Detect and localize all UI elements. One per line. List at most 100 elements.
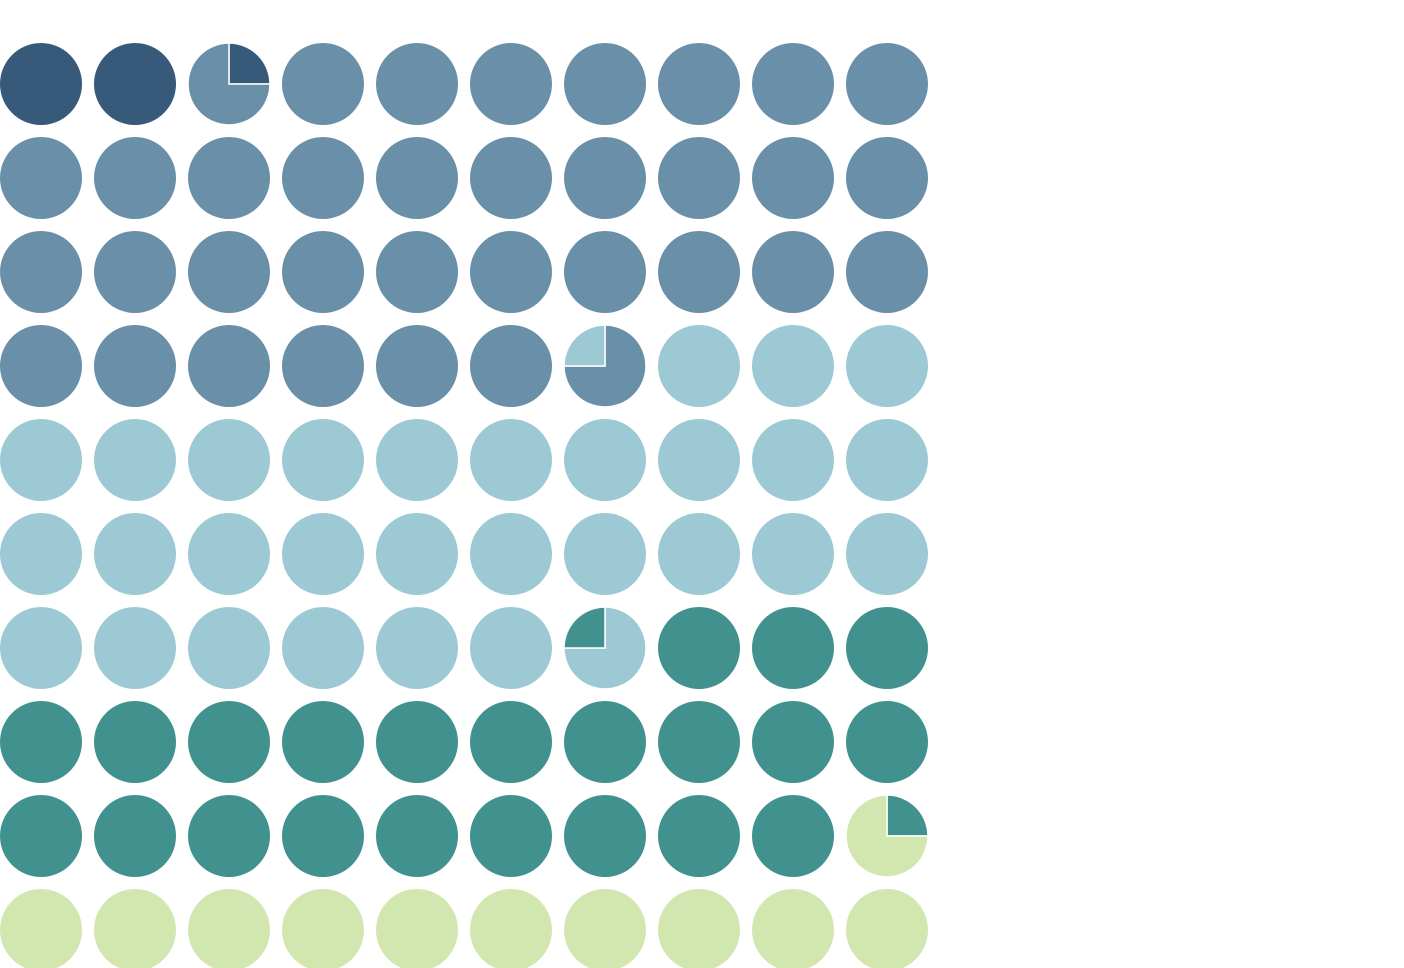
waffle-cell-series-4: [564, 795, 646, 877]
waffle-cell-series-3: [846, 325, 928, 407]
waffle-cell-series-3: [376, 513, 458, 595]
waffle-cell-series-3: [564, 419, 646, 501]
waffle-cell-series-2: [376, 325, 458, 407]
waffle-cell-series-3: [658, 419, 740, 501]
waffle-cell-series-5: [470, 889, 552, 968]
waffle-cell-series-2: [0, 325, 82, 407]
waffle-cell-series-2: [94, 325, 176, 407]
waffle-cell-series-2: [752, 137, 834, 219]
waffle-cell-series-3: [376, 607, 458, 689]
waffle-cell-series-4: [563, 606, 606, 649]
waffle-cell-series-5: [94, 889, 176, 968]
waffle-cell-series-2: [282, 325, 364, 407]
waffle-cell-series-1: [228, 42, 271, 85]
waffle-cell-series-2: [94, 231, 176, 313]
waffle-cell-series-5: [752, 889, 834, 968]
waffle-cell-series-3: [752, 419, 834, 501]
waffle-cell-series-4: [188, 795, 270, 877]
waffle-cell-series-2: [470, 231, 552, 313]
waffle-cell-series-3: [188, 513, 270, 595]
waffle-cell-series-3: [94, 607, 176, 689]
waffle-cell-series-2: [658, 137, 740, 219]
waffle-cell-series-3: [563, 606, 647, 690]
waffle-cell-series-3: [282, 513, 364, 595]
waffle-cell-series-4: [752, 701, 834, 783]
waffle-cell-series-3: [0, 607, 82, 689]
waffle-cell-series-3: [564, 513, 646, 595]
waffle-cell-series-5: [188, 889, 270, 968]
waffle-cell-series-3: [94, 513, 176, 595]
waffle-cell-series-2: [846, 137, 928, 219]
waffle-cell-series-4: [658, 701, 740, 783]
waffle-cell-series-5: [0, 889, 82, 968]
waffle-cell-series-2: [752, 231, 834, 313]
waffle-cell-series-3: [658, 325, 740, 407]
waffle-cell-series-4: [282, 795, 364, 877]
waffle-cell-series-2: [282, 231, 364, 313]
waffle-cell-series-3: [94, 419, 176, 501]
waffle-cell-series-2: [282, 43, 364, 125]
waffle-cell-series-1: [94, 43, 176, 125]
waffle-cell-series-2: [0, 231, 82, 313]
waffle-cell-series-4: [886, 794, 929, 837]
waffle-cell-series-2: [470, 43, 552, 125]
waffle-cell-series-4: [94, 701, 176, 783]
waffle-cell-series-3: [470, 513, 552, 595]
waffle-cell-series-5: [564, 889, 646, 968]
waffle-cell-series-2: [563, 324, 647, 408]
waffle-cell-series-4: [564, 701, 646, 783]
waffle-cell-series-2: [564, 137, 646, 219]
waffle-cell-series-2: [188, 137, 270, 219]
waffle-cell-series-2: [376, 137, 458, 219]
waffle-cell-series-4: [752, 607, 834, 689]
waffle-cell-series-3: [188, 607, 270, 689]
waffle-cell-series-4: [0, 701, 82, 783]
waffle-cell-series-4: [0, 795, 82, 877]
waffle-cell-series-3: [658, 513, 740, 595]
waffle-cell-series-2: [846, 43, 928, 125]
waffle-cell-series-4: [752, 795, 834, 877]
waffle-cell-series-2: [94, 137, 176, 219]
waffle-cell-series-3: [376, 419, 458, 501]
waffle-cell-series-4: [188, 701, 270, 783]
waffle-cell-series-2: [564, 231, 646, 313]
waffle-cell-series-4: [846, 607, 928, 689]
waffle-cell-series-2: [564, 43, 646, 125]
waffle-cell-series-3: [563, 324, 606, 367]
waffle-cell-series-3: [470, 607, 552, 689]
waffle-cell-series-2: [188, 325, 270, 407]
waffle-cell-series-2: [658, 231, 740, 313]
waffle-cell-series-3: [0, 419, 82, 501]
waffle-cell-series-4: [376, 795, 458, 877]
waffle-cell-series-1: [0, 43, 82, 125]
waffle-cell-series-5: [282, 889, 364, 968]
waffle-cell-series-3: [846, 419, 928, 501]
waffle-cell-series-2: [658, 43, 740, 125]
waffle-cell-series-2: [846, 231, 928, 313]
waffle-cell-series-4: [282, 701, 364, 783]
waffle-cell-series-2: [187, 42, 271, 126]
waffle-cell-series-2: [470, 325, 552, 407]
waffle-cell-series-3: [846, 513, 928, 595]
waffle-cell-series-5: [845, 794, 929, 878]
waffle-cell-series-5: [846, 889, 928, 968]
waffle-cell-series-4: [658, 795, 740, 877]
waffle-cell-series-3: [470, 419, 552, 501]
waffle-cell-series-5: [376, 889, 458, 968]
waffle-cell-series-2: [470, 137, 552, 219]
waffle-cell-series-2: [376, 43, 458, 125]
waffle-cell-series-3: [0, 513, 82, 595]
waffle-cell-series-2: [376, 231, 458, 313]
waffle-cell-series-2: [188, 231, 270, 313]
waffle-cell-series-5: [658, 889, 740, 968]
waffle-cell-series-3: [188, 419, 270, 501]
waffle-cell-series-2: [282, 137, 364, 219]
waffle-cell-series-4: [846, 701, 928, 783]
waffle-cell-series-4: [94, 795, 176, 877]
waffle-cell-series-3: [752, 513, 834, 595]
waffle-cell-series-3: [282, 607, 364, 689]
waffle-cell-series-4: [470, 701, 552, 783]
waffle-cell-series-2: [752, 43, 834, 125]
